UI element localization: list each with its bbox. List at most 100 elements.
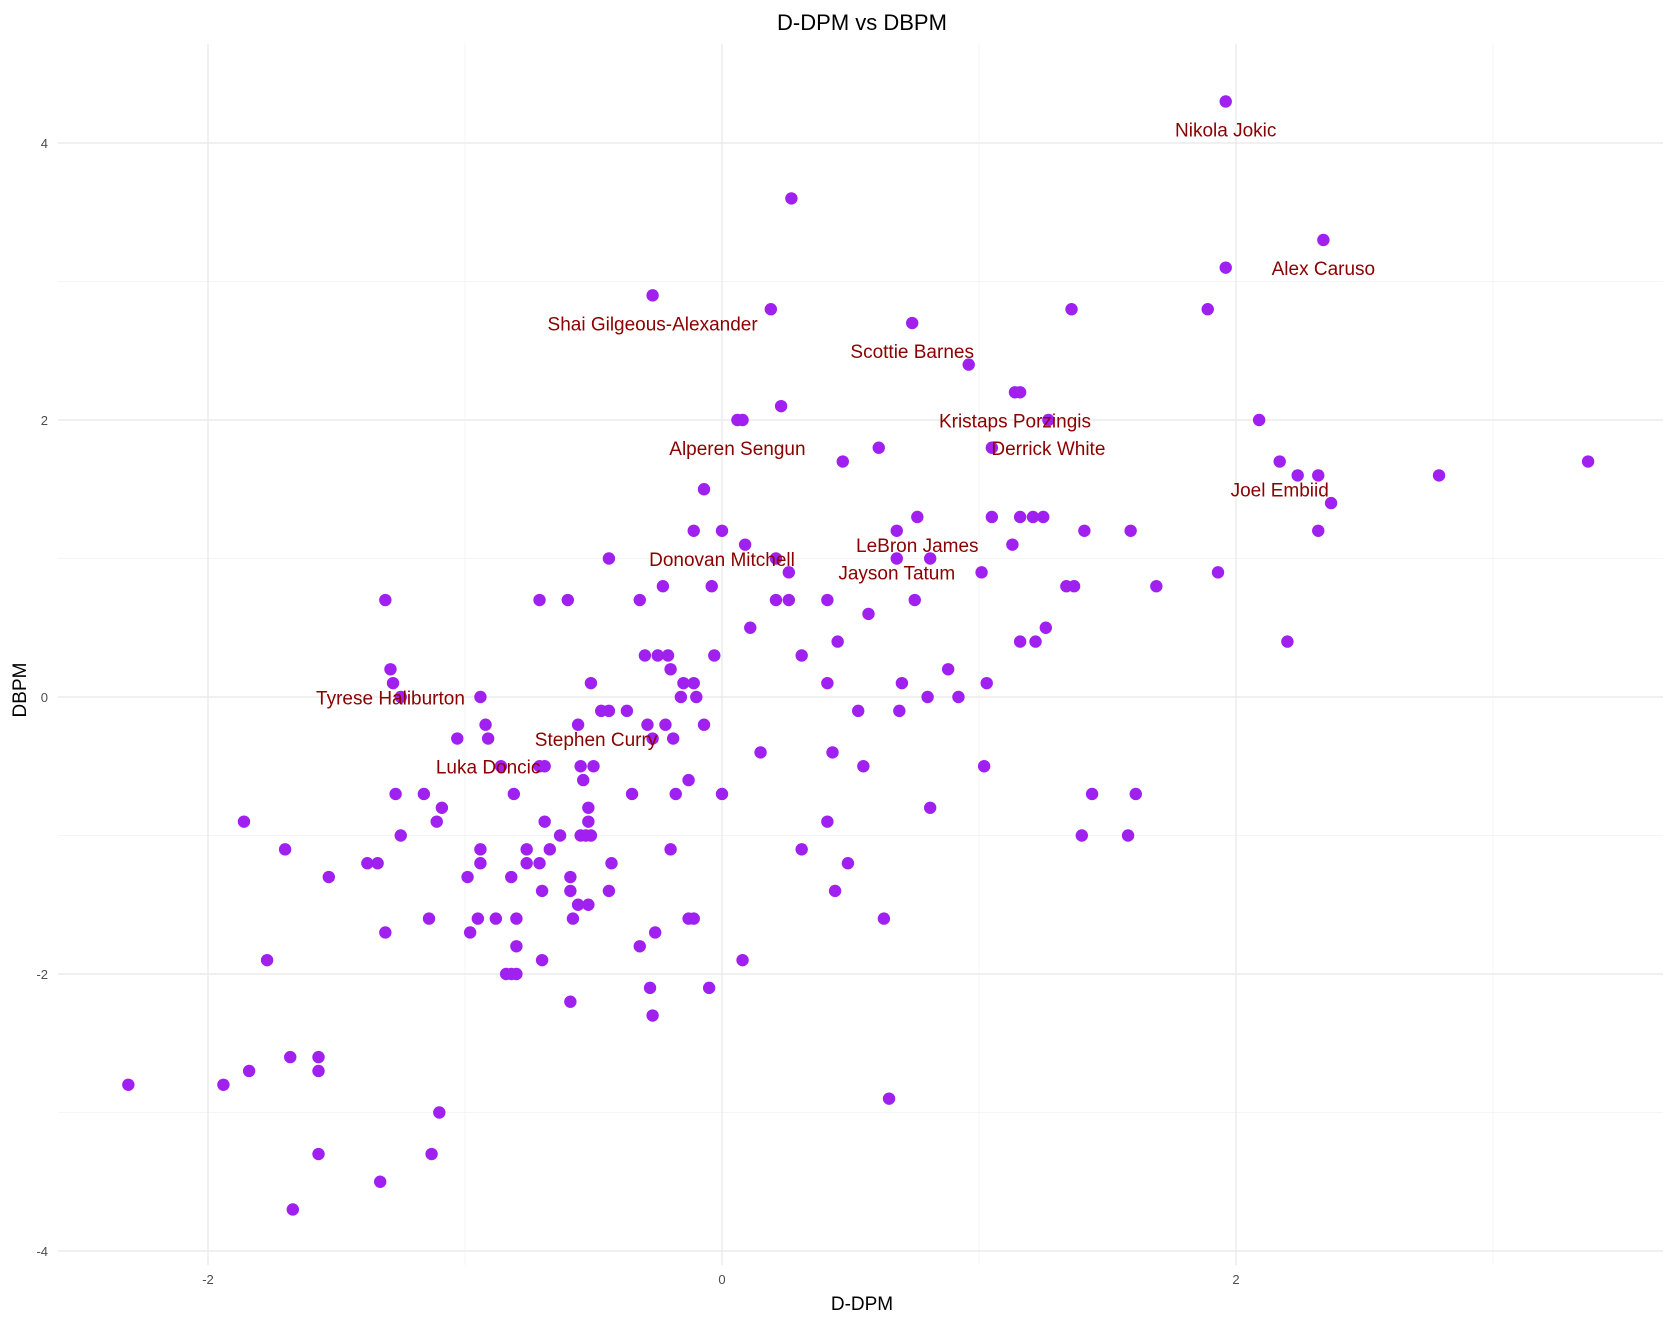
data-point bbox=[643, 981, 657, 995]
data-point bbox=[474, 857, 487, 870]
data-point bbox=[962, 358, 975, 371]
data-point bbox=[975, 566, 988, 579]
data-point bbox=[941, 663, 955, 676]
data-point bbox=[417, 787, 431, 801]
data-point bbox=[697, 483, 711, 496]
data-point bbox=[911, 510, 924, 524]
data-point bbox=[481, 732, 495, 745]
data-point bbox=[1067, 580, 1081, 593]
data-point bbox=[584, 676, 598, 690]
data-point bbox=[577, 773, 590, 787]
data-point bbox=[1581, 455, 1595, 468]
data-point bbox=[361, 857, 374, 870]
data-point bbox=[322, 870, 335, 884]
data-point bbox=[451, 732, 464, 745]
y-tick-label: -2 bbox=[36, 967, 48, 982]
data-point bbox=[664, 663, 677, 676]
data-point bbox=[625, 787, 639, 801]
data-point bbox=[584, 829, 598, 842]
data-point bbox=[774, 399, 788, 413]
data-point bbox=[535, 953, 549, 967]
data-point bbox=[1029, 635, 1042, 648]
data-point bbox=[1006, 538, 1019, 551]
chart-title: D-DPM vs DBPM bbox=[777, 10, 947, 35]
player-label: Scottie Barnes bbox=[850, 342, 974, 363]
data-points bbox=[122, 95, 1595, 1216]
data-point bbox=[602, 704, 616, 718]
data-point bbox=[602, 552, 616, 565]
data-point bbox=[1065, 303, 1078, 316]
y-axis-title: DBPM bbox=[10, 663, 31, 718]
data-point bbox=[831, 635, 844, 648]
data-point bbox=[510, 967, 523, 981]
player-label: Tyrese Haliburton bbox=[316, 688, 465, 709]
data-point bbox=[278, 843, 292, 856]
data-point bbox=[479, 718, 492, 731]
data-point bbox=[1317, 233, 1330, 247]
data-point bbox=[386, 676, 400, 690]
data-point bbox=[682, 773, 695, 787]
data-point bbox=[715, 787, 729, 801]
data-point bbox=[826, 746, 839, 759]
data-point bbox=[705, 580, 718, 593]
data-point bbox=[674, 690, 688, 704]
data-point bbox=[574, 760, 587, 773]
data-point bbox=[564, 870, 577, 884]
y-tick-label: 0 bbox=[41, 690, 48, 705]
data-point bbox=[661, 649, 675, 662]
data-point bbox=[425, 1147, 438, 1161]
data-point bbox=[422, 912, 436, 925]
data-point bbox=[687, 524, 700, 537]
x-tick-label: 0 bbox=[718, 1272, 725, 1287]
data-point bbox=[1211, 566, 1225, 579]
data-point bbox=[646, 289, 659, 302]
data-point bbox=[122, 1078, 135, 1092]
data-point bbox=[520, 857, 533, 870]
data-point bbox=[841, 857, 855, 870]
y-tick-label: -4 bbox=[36, 1244, 48, 1259]
data-point bbox=[564, 995, 577, 1008]
data-point bbox=[666, 732, 680, 745]
data-point bbox=[1075, 829, 1089, 842]
data-point bbox=[379, 926, 392, 939]
data-point bbox=[582, 898, 595, 911]
data-point bbox=[1121, 829, 1135, 842]
data-point bbox=[821, 593, 834, 607]
data-point bbox=[379, 593, 392, 607]
data-point bbox=[754, 746, 767, 759]
data-point bbox=[1085, 787, 1099, 801]
data-point bbox=[474, 690, 487, 704]
data-point bbox=[862, 607, 875, 621]
data-point bbox=[985, 510, 999, 524]
player-label: Luka Doncic bbox=[436, 758, 541, 779]
data-point bbox=[690, 690, 703, 704]
player-label: LeBron James bbox=[856, 536, 979, 557]
data-point bbox=[1039, 621, 1053, 634]
data-point bbox=[237, 815, 251, 828]
data-point bbox=[738, 538, 752, 551]
data-point bbox=[882, 1092, 896, 1105]
data-point bbox=[1013, 510, 1027, 524]
data-point bbox=[1013, 386, 1027, 399]
data-point bbox=[505, 870, 518, 884]
x-tick-label: -2 bbox=[202, 1272, 214, 1287]
data-point bbox=[217, 1078, 230, 1092]
data-point bbox=[952, 690, 965, 704]
data-point bbox=[582, 801, 595, 814]
data-point bbox=[1312, 524, 1325, 537]
data-point bbox=[430, 815, 443, 828]
data-point bbox=[923, 552, 937, 565]
data-point bbox=[564, 884, 577, 898]
data-point bbox=[908, 593, 921, 607]
player-label: Alperen Sengun bbox=[669, 439, 805, 460]
data-point bbox=[687, 676, 700, 690]
data-point bbox=[782, 566, 796, 579]
data-point bbox=[1026, 510, 1040, 524]
data-point bbox=[877, 912, 891, 925]
x-axis-title: D-DPM bbox=[831, 1294, 893, 1315]
player-label: Stephen Curry bbox=[535, 730, 658, 751]
data-point bbox=[1219, 95, 1232, 108]
data-point bbox=[1150, 580, 1163, 593]
data-point bbox=[535, 884, 549, 898]
